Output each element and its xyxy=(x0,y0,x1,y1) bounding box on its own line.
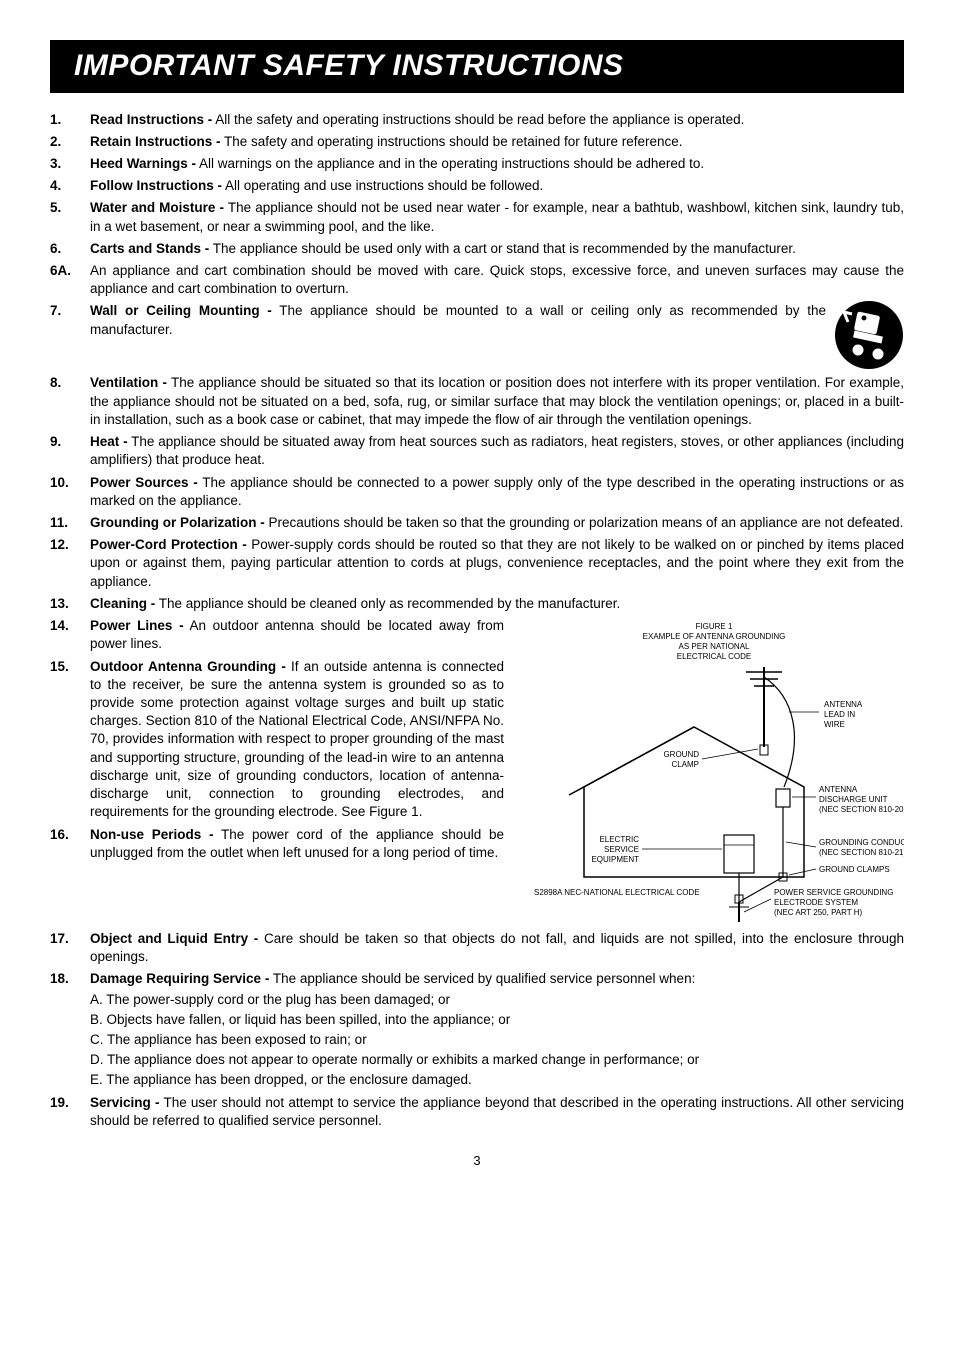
item-body: Non-use Periods - The power cord of the … xyxy=(90,826,504,862)
svg-text:(NEC SECTION 810-21): (NEC SECTION 810-21) xyxy=(819,848,904,857)
item-number: 16. xyxy=(50,826,90,862)
item-number: 9. xyxy=(50,433,90,469)
svg-text:CLAMP: CLAMP xyxy=(671,760,699,769)
item-body: Heat - The appliance should be situated … xyxy=(90,433,904,469)
page-title: IMPORTANT SAFETY INSTRUCTIONS xyxy=(74,49,624,82)
item-number: 11. xyxy=(50,514,90,532)
item-number: 14. xyxy=(50,617,90,653)
sub-item: A. The power-supply cord or the plug has… xyxy=(90,991,904,1009)
item-body: Power Lines - An outdoor antenna should … xyxy=(90,617,504,653)
list-item: 12. Power-Cord Protection - Power-supply… xyxy=(50,536,904,591)
item-body: Outdoor Antenna Grounding - If an outsid… xyxy=(90,658,504,822)
list-item: 14. Power Lines - An outdoor antenna sho… xyxy=(50,617,504,653)
svg-text:ELECTRIC: ELECTRIC xyxy=(599,835,639,844)
safety-instructions-list: 1. Read Instructions - All the safety an… xyxy=(50,111,904,1131)
figure-title: FIGURE 1 xyxy=(696,622,733,631)
item-body: Carts and Stands - The appliance should … xyxy=(90,240,904,258)
sub-item: C. The appliance has been exposed to rai… xyxy=(90,1031,904,1049)
item-number: 12. xyxy=(50,536,90,591)
svg-text:ANTENNA: ANTENNA xyxy=(824,700,863,709)
list-item: 11. Grounding or Polarization - Precauti… xyxy=(50,514,904,532)
svg-text:ELECTRICAL CODE: ELECTRICAL CODE xyxy=(677,652,751,661)
item-body: Damage Requiring Service - The appliance… xyxy=(90,970,904,1089)
item-number: 10. xyxy=(50,474,90,510)
list-item: 17. Object and Liquid Entry - Care shoul… xyxy=(50,930,904,966)
item-number: 6. xyxy=(50,240,90,258)
item-number: 8. xyxy=(50,374,90,429)
list-item: 7. Wall or Ceiling Mounting - The applia… xyxy=(50,302,904,370)
item-body: Servicing - The user should not attempt … xyxy=(90,1094,904,1130)
svg-text:EQUIPMENT: EQUIPMENT xyxy=(591,855,639,864)
svg-text:AS PER NATIONAL: AS PER NATIONAL xyxy=(679,642,751,651)
svg-text:WIRE: WIRE xyxy=(824,720,845,729)
list-item: 5. Water and Moisture - The appliance sh… xyxy=(50,199,904,235)
list-item: 16. Non-use Periods - The power cord of … xyxy=(50,826,504,862)
item-body: Cleaning - The appliance should be clean… xyxy=(90,595,904,613)
item-body: Wall or Ceiling Mounting - The appliance… xyxy=(90,302,904,370)
item-body: Read Instructions - All the safety and o… xyxy=(90,111,904,129)
item-number: 1. xyxy=(50,111,90,129)
list-item: 9. Heat - The appliance should be situat… xyxy=(50,433,904,469)
svg-text:LEAD IN: LEAD IN xyxy=(824,710,855,719)
svg-text:SERVICE: SERVICE xyxy=(604,845,639,854)
list-item: 15. Outdoor Antenna Grounding - If an ou… xyxy=(50,658,504,822)
item-body: Heed Warnings - All warnings on the appl… xyxy=(90,155,904,173)
item-body: An appliance and cart combination should… xyxy=(90,262,904,298)
item-number: 19. xyxy=(50,1094,90,1130)
item-number: 18. xyxy=(50,970,90,1089)
item-number: 4. xyxy=(50,177,90,195)
item-body: Grounding or Polarization - Precautions … xyxy=(90,514,904,532)
item-number: 13. xyxy=(50,595,90,613)
item-number: 15. xyxy=(50,658,90,822)
svg-text:(NEC SECTION 810-20): (NEC SECTION 810-20) xyxy=(819,805,904,814)
svg-text:S2898A NEC-NATIONAL ELECTRICAL: S2898A NEC-NATIONAL ELECTRICAL CODE xyxy=(534,888,700,897)
svg-text:GROUND: GROUND xyxy=(663,750,699,759)
svg-text:GROUND CLAMPS: GROUND CLAMPS xyxy=(819,865,890,874)
item-body: Object and Liquid Entry - Care should be… xyxy=(90,930,904,966)
list-item: 4. Follow Instructions - All operating a… xyxy=(50,177,904,195)
item-number: 2. xyxy=(50,133,90,151)
item-body: Power Sources - The appliance should be … xyxy=(90,474,904,510)
item-body: Power-Cord Protection - Power-supply cor… xyxy=(90,536,904,591)
item-body: Follow Instructions - All operating and … xyxy=(90,177,904,195)
list-item: 1. Read Instructions - All the safety an… xyxy=(50,111,904,129)
two-column-region: 14. Power Lines - An outdoor antenna sho… xyxy=(50,617,904,930)
list-item: 3. Heed Warnings - All warnings on the a… xyxy=(50,155,904,173)
sub-item: E. The appliance has been dropped, or th… xyxy=(90,1071,904,1089)
sub-item: B. Objects have fallen, or liquid has be… xyxy=(90,1011,904,1029)
item-number: 7. xyxy=(50,302,90,370)
svg-text:ANTENNA: ANTENNA xyxy=(819,785,858,794)
list-item: 2. Retain Instructions - The safety and … xyxy=(50,133,904,151)
item-body: Water and Moisture - The appliance shoul… xyxy=(90,199,904,235)
list-item: 13. Cleaning - The appliance should be c… xyxy=(50,595,904,613)
svg-text:EXAMPLE OF ANTENNA GROUNDING: EXAMPLE OF ANTENNA GROUNDING xyxy=(643,632,786,641)
page-number: 3 xyxy=(50,1152,904,1170)
item-body: Retain Instructions - The safety and ope… xyxy=(90,133,904,151)
list-item: 6. Carts and Stands - The appliance shou… xyxy=(50,240,904,258)
list-item: 18. Damage Requiring Service - The appli… xyxy=(50,970,904,1089)
list-item: 10. Power Sources - The appliance should… xyxy=(50,474,904,510)
page-title-band: IMPORTANT SAFETY INSTRUCTIONS xyxy=(50,40,904,93)
item-number: 6A. xyxy=(50,262,90,298)
item-number: 5. xyxy=(50,199,90,235)
list-item: 19. Servicing - The user should not atte… xyxy=(50,1094,904,1130)
svg-text:GROUNDING CONDUCTORS: GROUNDING CONDUCTORS xyxy=(819,838,904,847)
sub-item: D. The appliance does not appear to oper… xyxy=(90,1051,904,1069)
list-item: 8. Ventilation - The appliance should be… xyxy=(50,374,904,429)
svg-text:ELECTRODE SYSTEM: ELECTRODE SYSTEM xyxy=(774,898,858,907)
item-number: 17. xyxy=(50,930,90,966)
cart-tipping-icon xyxy=(834,300,904,370)
svg-text:POWER SERVICE GROUNDING: POWER SERVICE GROUNDING xyxy=(774,888,893,897)
list-item: 6A. An appliance and cart combination sh… xyxy=(50,262,904,298)
svg-text:DISCHARGE UNIT: DISCHARGE UNIT xyxy=(819,795,888,804)
item-number: 3. xyxy=(50,155,90,173)
item-body: Ventilation - The appliance should be si… xyxy=(90,374,904,429)
svg-text:(NEC ART 250, PART H): (NEC ART 250, PART H) xyxy=(774,908,863,917)
figure-1: FIGURE 1 EXAMPLE OF ANTENNA GROUNDING AS… xyxy=(524,617,904,930)
